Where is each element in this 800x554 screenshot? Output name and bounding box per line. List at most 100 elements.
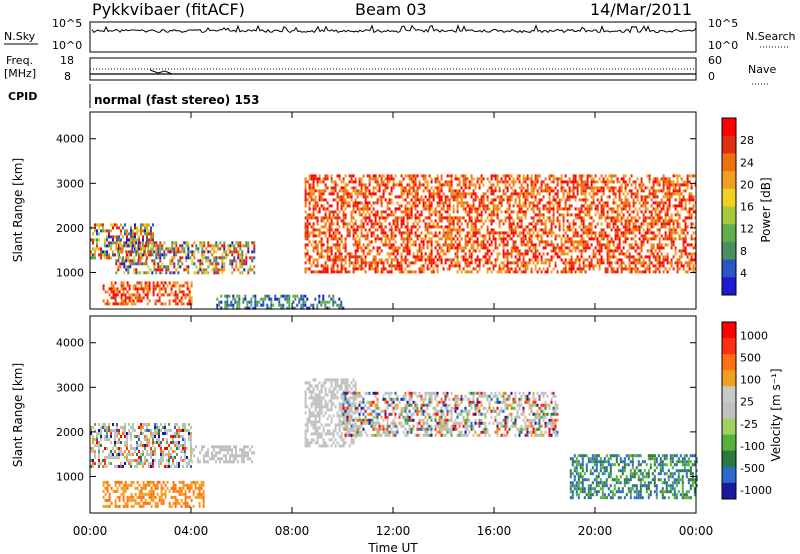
scatter-cell	[552, 267, 555, 271]
scatter-cell	[440, 261, 443, 265]
scatter-cell	[656, 204, 659, 208]
scatter-cell	[492, 213, 495, 217]
scatter-cell	[428, 225, 431, 229]
scatter-cell	[380, 210, 383, 214]
scatter-cell	[330, 222, 333, 226]
scatter-cell	[143, 262, 146, 266]
scatter-cell	[406, 237, 409, 241]
scatter-cell	[598, 267, 601, 271]
scatter-cell	[678, 195, 681, 199]
scatter-cell	[464, 207, 467, 211]
scatter-cell	[418, 216, 421, 220]
scatter-cell	[390, 189, 393, 193]
scatter-cell	[382, 228, 385, 232]
scatter-cell	[678, 249, 681, 253]
scatter-cell	[370, 240, 373, 244]
scatter-cell	[660, 243, 663, 247]
scatter-cell	[382, 183, 385, 187]
scatter-cell	[608, 189, 611, 193]
scatter-cell	[404, 225, 407, 229]
scatter-cell	[588, 186, 591, 190]
scatter-cell	[358, 210, 361, 214]
scatter-cell	[185, 256, 188, 260]
scatter-cell	[626, 216, 629, 220]
scatter-cell	[171, 271, 174, 275]
scatter-cell	[650, 186, 653, 190]
scatter-cell	[520, 183, 523, 187]
scatter-cell	[440, 249, 443, 253]
scatter-cell	[336, 216, 339, 220]
scatter-cell	[348, 222, 351, 226]
scatter-cell	[434, 225, 437, 229]
colorbar-swatch	[722, 135, 736, 154]
scatter-cell	[656, 216, 659, 220]
scatter-cell	[352, 210, 355, 214]
scatter-cell	[644, 267, 647, 271]
scatter-cell	[201, 259, 204, 263]
scatter-cell	[412, 183, 415, 187]
scatter-cell	[530, 201, 533, 205]
scatter-cell	[408, 237, 411, 241]
scatter-cell	[422, 204, 425, 208]
scatter-cell	[426, 180, 429, 184]
scatter-cell	[640, 234, 643, 238]
scatter-cell	[586, 186, 589, 190]
scatter-cell	[159, 256, 162, 260]
scatter-cell	[610, 267, 613, 271]
scatter-cell	[132, 238, 134, 242]
scatter-cell	[582, 189, 585, 193]
scatter-cell	[153, 262, 156, 266]
scatter-cell	[558, 225, 561, 229]
scatter-cell	[96, 238, 98, 242]
scatter-cell	[241, 256, 244, 260]
scatter-cell	[628, 189, 631, 193]
scatter-cell	[570, 237, 573, 241]
scatter-cell	[342, 306, 345, 310]
scatter-cell	[370, 264, 373, 268]
scatter-cell	[168, 299, 171, 303]
scatter-cell	[239, 247, 242, 251]
scatter-cell	[98, 453, 100, 456]
scatter-cell	[462, 192, 465, 196]
scatter-cell	[634, 183, 637, 187]
scatter-cell	[320, 300, 323, 304]
scatter-cell	[664, 225, 667, 229]
scatter-cell	[592, 255, 595, 259]
scatter-cell	[566, 210, 569, 214]
scatter-cell	[140, 444, 142, 447]
scatter-cell	[140, 299, 143, 303]
scatter-cell	[166, 438, 168, 441]
scatter-cell	[92, 426, 94, 429]
scatter-cell	[528, 231, 531, 235]
scatter-cell	[164, 447, 166, 450]
scatter-cell	[402, 240, 405, 244]
scatter-cell	[448, 222, 451, 226]
colorbar-swatch	[722, 206, 736, 225]
scatter-cell	[92, 462, 94, 465]
scatter-cell	[165, 271, 168, 275]
scatter-cell	[658, 228, 661, 232]
scatter-cell	[602, 180, 605, 184]
scatter-cell	[239, 259, 242, 263]
scatter-cell	[526, 231, 529, 235]
scatter-cell	[102, 250, 104, 254]
scatter-cell	[416, 252, 419, 256]
scatter-cell	[652, 216, 655, 220]
scatter-cell	[438, 255, 441, 259]
scatter-cell	[334, 186, 337, 190]
scatter-cell	[144, 429, 146, 432]
scatter-cell	[622, 267, 625, 271]
scatter-cell	[458, 246, 461, 250]
scatter-cell	[522, 192, 525, 196]
scatter-cell	[688, 252, 691, 256]
scatter-cell	[514, 255, 517, 259]
scatter-cell	[632, 204, 635, 208]
scatter-cell	[156, 432, 158, 435]
scatter-cell	[134, 293, 137, 297]
scatter-cell	[348, 270, 351, 274]
scatter-cell	[342, 201, 345, 205]
scatter-cell	[662, 270, 665, 274]
scatter-cell	[203, 250, 206, 254]
scatter-cell	[104, 238, 106, 242]
scatter-cell	[568, 228, 571, 232]
